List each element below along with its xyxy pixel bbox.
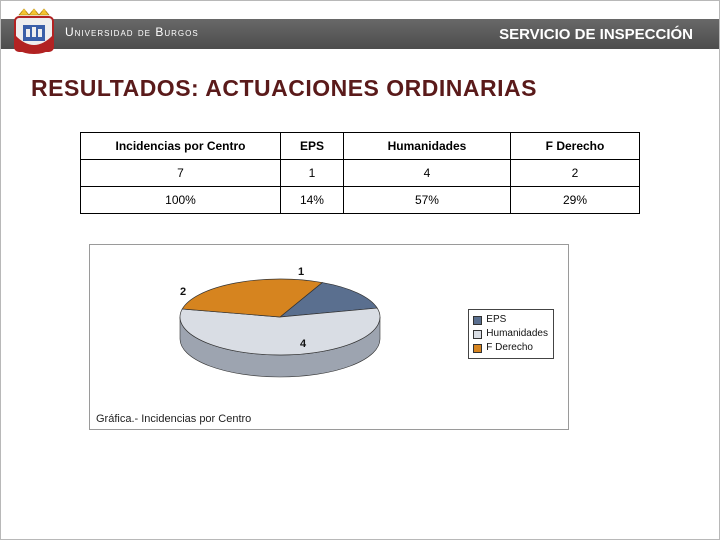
table-cell: 1 (281, 160, 344, 187)
table-cell: 2 (511, 160, 640, 187)
col-header: Incidencias por Centro (81, 133, 281, 160)
svg-text:4: 4 (300, 338, 307, 350)
legend-swatch (473, 344, 482, 353)
data-table: Incidencias por Centro EPS Humanidades F… (80, 132, 640, 214)
col-header: F Derecho (511, 133, 640, 160)
table-cell: 14% (281, 187, 344, 214)
content: RESULTADOS: ACTUACIONES ORDINARIAS Incid… (1, 53, 719, 430)
legend-label: Humanidades (486, 327, 548, 341)
chart-container: 1 4 2 EPS Humanidades F Derecho Gráfica.- … (89, 244, 569, 430)
chart-caption: Gráfica.- Incidencias por Centro (96, 413, 251, 425)
table-header-row: Incidencias por Centro EPS Humanidades F… (81, 133, 640, 160)
table-cell: 4 (343, 160, 510, 187)
service-name: SERVICIO DE INSPECCIÓN (499, 26, 693, 43)
legend-swatch (473, 316, 482, 325)
pie-chart: 1 4 2 (150, 265, 410, 395)
page-title: RESULTADOS: ACTUACIONES ORDINARIAS (31, 75, 689, 102)
table-row: 7 1 4 2 (81, 160, 640, 187)
legend-item: F Derecho (473, 341, 548, 355)
university-name: Universidad de Burgos (65, 25, 199, 39)
table-row: 100% 14% 57% 29% (81, 187, 640, 214)
table-cell: 29% (511, 187, 640, 214)
svg-text:1: 1 (298, 266, 304, 278)
table-cell: 100% (81, 187, 281, 214)
legend-item: Humanidades (473, 327, 548, 341)
legend-label: EPS (486, 313, 506, 327)
university-logo (9, 5, 59, 57)
table-cell: 7 (81, 160, 281, 187)
col-header: Humanidades (343, 133, 510, 160)
legend-label: F Derecho (486, 341, 533, 355)
chart-legend: EPS Humanidades F Derecho (468, 309, 554, 359)
col-header: EPS (281, 133, 344, 160)
legend-item: EPS (473, 313, 548, 327)
svg-text:2: 2 (180, 286, 186, 298)
header: SERVICIO DE INSPECCIÓN Universidad de Bu… (1, 1, 719, 53)
table-cell: 57% (343, 187, 510, 214)
legend-swatch (473, 330, 482, 339)
